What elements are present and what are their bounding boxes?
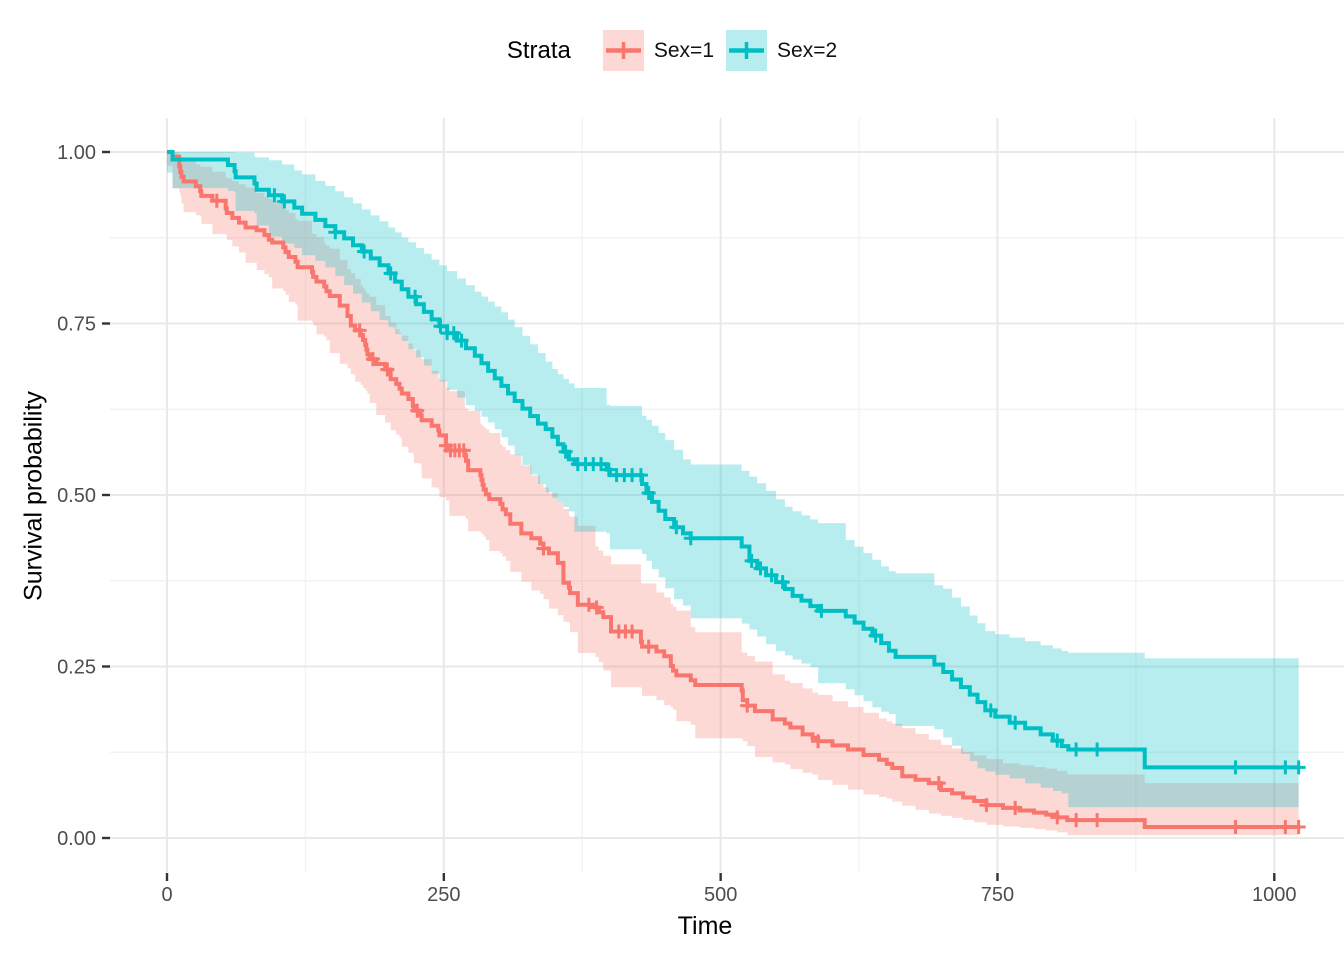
y-tick-label: 0.50	[57, 485, 96, 507]
y-tick-label: 0.00	[57, 828, 96, 850]
ci-band-sex1	[167, 152, 1299, 836]
censor-marks-sex2	[267, 188, 1306, 775]
y-axis-title: Survival probability	[19, 391, 48, 601]
y-tick-label: 0.25	[57, 657, 96, 679]
x-axis-title: Time	[677, 912, 733, 940]
x-tick-label: 1000	[1252, 884, 1297, 906]
x-tick-label: 500	[704, 884, 737, 906]
y-tick-label: 0.75	[57, 314, 96, 336]
x-tick-label: 750	[981, 884, 1014, 906]
survival-curve-sex2	[167, 150, 1299, 770]
x-tick-label: 250	[427, 884, 460, 906]
y-tick-label: 1.00	[57, 142, 96, 164]
survival-curve-sex1	[167, 150, 1299, 830]
ci-band-sex2	[167, 152, 1299, 808]
x-tick-label: 0	[161, 884, 172, 906]
censor-marks-sex1	[209, 193, 1306, 835]
